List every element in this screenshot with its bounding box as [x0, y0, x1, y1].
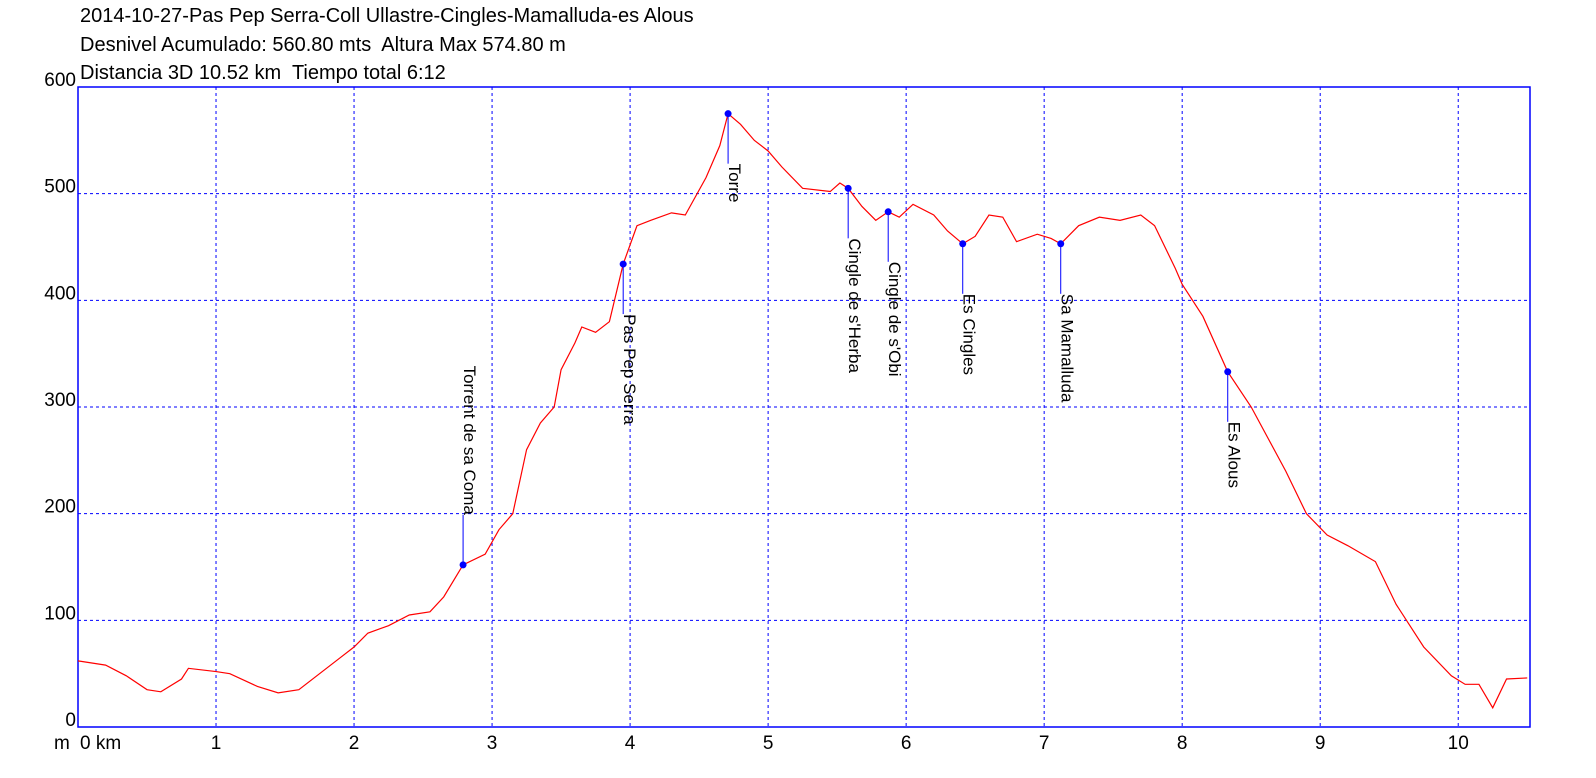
chart-subtitle: Desnivel Acumulado: 560.80 mts Altura Ma…	[80, 34, 566, 56]
x-tick-label: 1	[211, 733, 222, 754]
x-tick-label: 3	[487, 733, 498, 754]
chart-title: 2014-10-27-Pas Pep Serra-Coll Ullastre-C…	[80, 5, 694, 27]
y-tick-label: 400	[44, 283, 76, 304]
chart-subtitle: Distancia 3D 10.52 km Tiempo total 6:12	[80, 62, 446, 84]
elevation-line	[77, 112, 1528, 710]
y-tick-label: 300	[44, 390, 76, 411]
x-tick-label: 0 km	[80, 733, 121, 754]
x-tick-label: 5	[763, 733, 774, 754]
waypoint-label: Cingle de s'Herba	[845, 238, 864, 373]
waypoint-label: Cingle de s'Obi	[885, 262, 904, 377]
x-tick-label: 9	[1315, 733, 1326, 754]
y-tick-label: 200	[44, 497, 76, 518]
waypoint	[884, 208, 892, 216]
y-tick-label: 0	[65, 710, 76, 731]
y-tick-label: 500	[44, 177, 76, 198]
plot-frame	[77, 86, 1531, 728]
waypoint-label: Es Cingles	[960, 294, 979, 375]
waypoint-label: Sa Mamalluda	[1058, 294, 1077, 403]
waypoint	[1224, 368, 1232, 376]
y-tick-label: 600	[44, 70, 76, 91]
x-tick-label: 10	[1448, 733, 1469, 754]
y-tick-label: 100	[44, 603, 76, 624]
x-tick-label: 2	[349, 733, 360, 754]
waypoint	[959, 240, 967, 248]
waypoint	[619, 260, 627, 268]
waypoint	[724, 110, 732, 118]
waypoint	[844, 184, 852, 192]
waypoint-label: Torrent de sa Coma	[460, 366, 479, 516]
waypoint	[459, 561, 467, 569]
x-tick-label: 8	[1177, 733, 1188, 754]
x-tick-label: 4	[625, 733, 636, 754]
waypoint	[1057, 240, 1065, 248]
waypoint-label: Pas Pep Serra	[620, 314, 639, 425]
waypoint-label: Es Alous	[1225, 422, 1244, 488]
x-tick-label: 7	[1039, 733, 1050, 754]
x-tick-label: 6	[901, 733, 912, 754]
waypoint-label: Torre	[725, 164, 744, 203]
y-unit: m	[54, 733, 70, 754]
